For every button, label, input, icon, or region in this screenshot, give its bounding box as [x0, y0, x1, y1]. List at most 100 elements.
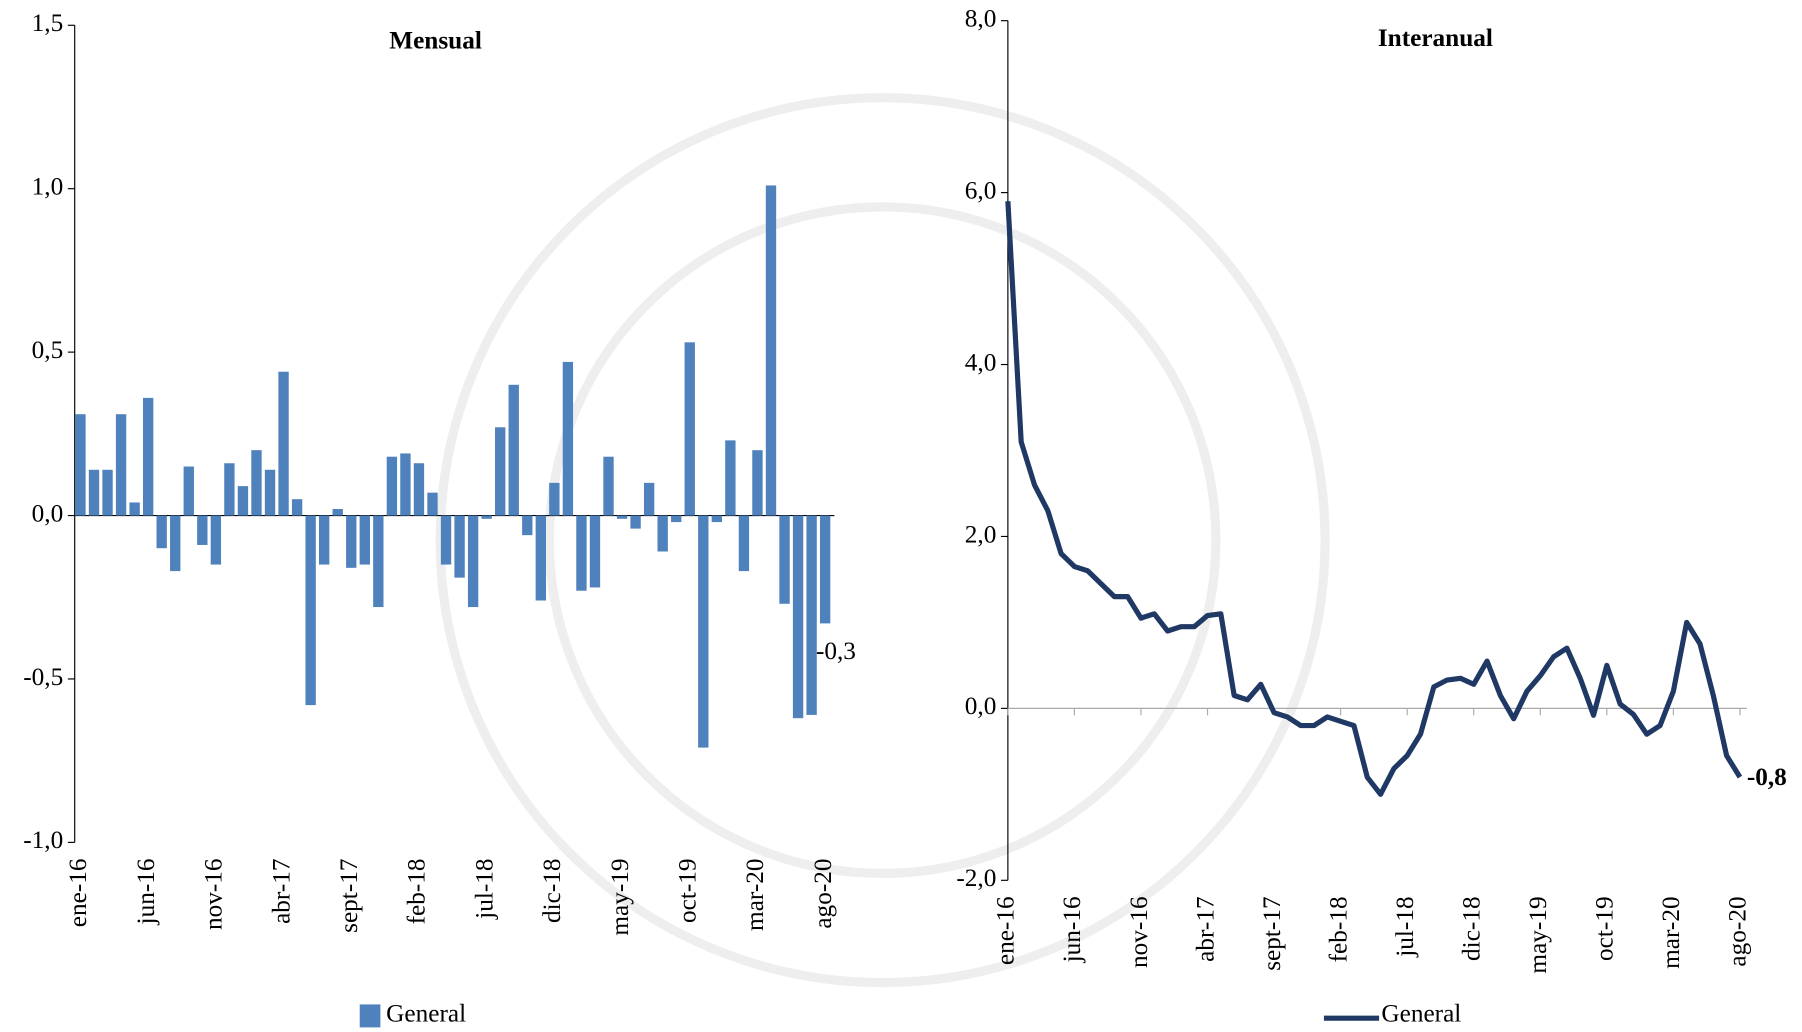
- bar: [643, 482, 655, 516]
- bar: [603, 456, 614, 516]
- bar: [576, 515, 587, 591]
- bar: [481, 515, 492, 519]
- bar: [657, 515, 668, 552]
- bar: [386, 456, 398, 516]
- bar: [373, 515, 384, 608]
- y-tick-label: 6,0: [965, 176, 997, 204]
- bar: [616, 515, 628, 519]
- bar: [115, 414, 127, 516]
- x-tick-label: abr-17: [1191, 896, 1219, 961]
- bar: [102, 469, 113, 516]
- x-tick-label: may-19: [606, 858, 634, 935]
- x-tick-label: sept-17: [335, 858, 363, 932]
- bar: [170, 515, 181, 572]
- bar: [440, 515, 452, 565]
- x-tick-label: nov-16: [1125, 896, 1153, 968]
- bar: [224, 463, 235, 516]
- bar: [400, 453, 411, 516]
- legend-swatch: [359, 1004, 381, 1028]
- bar: [792, 515, 804, 719]
- chart-title: Interanual: [1378, 24, 1493, 52]
- x-tick-label: sept-17: [1258, 896, 1286, 970]
- x-tick-label: feb-18: [1324, 896, 1352, 962]
- y-tick-label: 1,5: [32, 9, 64, 37]
- bar: [359, 515, 370, 565]
- line: [1005, 201, 1743, 797]
- bar: [711, 515, 723, 523]
- bar: [508, 384, 519, 516]
- bar: [535, 515, 546, 601]
- bar: [806, 515, 817, 715]
- y-tick-label: 8,0: [965, 4, 997, 32]
- x-tick-label: jun-16: [132, 858, 160, 925]
- y-tick-label: 4,0: [965, 348, 997, 376]
- bar: [752, 450, 763, 516]
- bar: [698, 515, 709, 748]
- bar: [88, 469, 100, 516]
- legend-label: General: [386, 1000, 466, 1028]
- x-tick-label: jul-18: [1391, 896, 1419, 957]
- x-tick-label: ago-20: [1724, 896, 1752, 966]
- bar: [454, 515, 465, 578]
- bar: [725, 440, 736, 516]
- x-tick-label: dic-18: [1458, 896, 1486, 961]
- y-tick-label: 0,0: [32, 499, 64, 527]
- bar: [291, 499, 303, 516]
- x-tick-label: oct-19: [1591, 896, 1619, 961]
- bar: [522, 515, 533, 536]
- bar: [589, 515, 601, 588]
- x-tick-label: oct-19: [674, 858, 702, 923]
- x-tick-label: ene-16: [992, 896, 1020, 965]
- x-tick-label: ago-20: [809, 858, 837, 928]
- y-tick-label: -2,0: [956, 864, 996, 892]
- x-tick-label: jun-16: [1058, 896, 1086, 963]
- bar: [630, 515, 641, 529]
- bar: [549, 482, 560, 516]
- y-tick-label: 2,0: [965, 520, 997, 548]
- bar: [305, 515, 316, 706]
- data-label: -0,3: [816, 637, 856, 665]
- bar: [413, 463, 425, 516]
- y-tick-label: 1,0: [32, 172, 64, 200]
- y-tick-label: -1,0: [23, 826, 63, 854]
- x-tick-label: mar-20: [741, 858, 769, 930]
- bar: [264, 469, 276, 516]
- bar: [495, 427, 506, 516]
- bar: [210, 515, 222, 565]
- x-tick-label: nov-16: [200, 858, 228, 930]
- data-label: -0,8: [1747, 763, 1787, 791]
- legend-label: General: [1381, 1000, 1461, 1028]
- bar: [332, 509, 343, 516]
- bar: [75, 414, 86, 516]
- bar: [779, 515, 790, 604]
- x-tick-label: dic-18: [538, 858, 566, 923]
- bar: [765, 185, 777, 516]
- bar: [427, 492, 438, 516]
- x-tick-label: ene-16: [64, 858, 92, 927]
- y-tick-label: -0,5: [23, 663, 63, 691]
- bar: [156, 515, 167, 549]
- y-tick-label: 0,0: [965, 692, 997, 720]
- bar: [819, 515, 831, 624]
- x-tick-label: abr-17: [267, 858, 295, 923]
- x-tick-label: jul-18: [470, 858, 498, 919]
- bar: [183, 466, 194, 516]
- x-tick-label: feb-18: [403, 858, 431, 924]
- bar: [278, 371, 289, 516]
- bar: [129, 502, 140, 516]
- bar: [562, 361, 574, 516]
- bar: [346, 515, 357, 568]
- bar: [467, 515, 479, 608]
- watermark: [435, 93, 1330, 988]
- bar: [237, 486, 249, 516]
- bar: [738, 515, 750, 572]
- bar: [684, 342, 695, 516]
- chart-title: Mensual: [389, 26, 482, 54]
- bar: [197, 515, 208, 545]
- bar: [671, 515, 682, 523]
- bar: [319, 515, 330, 565]
- x-tick-label: may-19: [1524, 896, 1552, 973]
- bar: [251, 450, 262, 516]
